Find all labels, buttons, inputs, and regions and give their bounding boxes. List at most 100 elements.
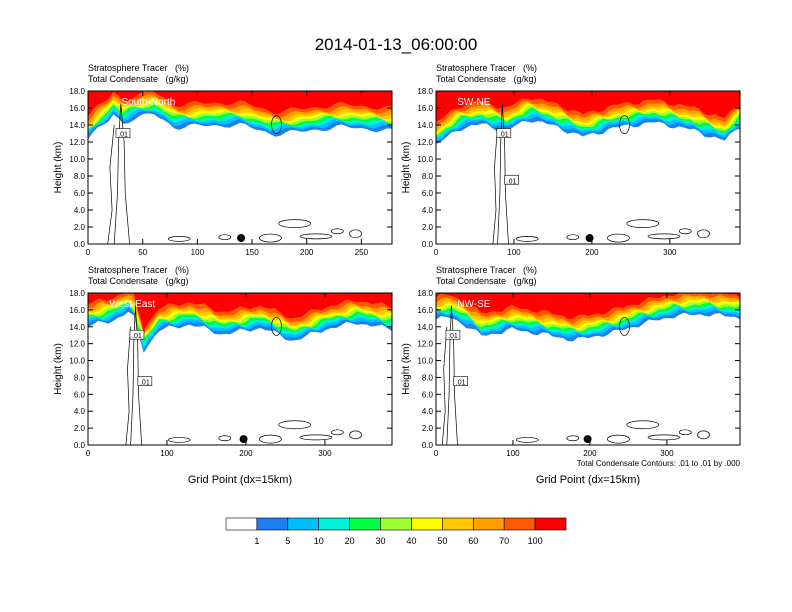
x-axis-label: Grid Point (dx=15km) — [536, 474, 640, 486]
y-tick-label: 4.0 — [74, 407, 86, 416]
condensate-contour — [678, 228, 692, 235]
condensate-contour — [446, 305, 458, 445]
location-marker — [237, 234, 246, 243]
contour-label-box — [129, 329, 145, 340]
condensate-contours — [492, 103, 710, 244]
condensate-contour — [607, 233, 630, 243]
condensate-contour — [271, 115, 282, 135]
y-tick-label: 10.0 — [417, 357, 433, 366]
condensate-contour — [566, 435, 580, 442]
condensate-contour — [125, 326, 131, 445]
condensate-contour — [697, 229, 710, 239]
condensate-contour — [626, 219, 660, 228]
x-tick-label: 200 — [239, 449, 253, 458]
y-tick-label: 2.0 — [422, 424, 434, 433]
y-tick-label: 8.0 — [422, 373, 434, 382]
plot-frame — [87, 292, 393, 446]
y-axis-label: Height (km) — [401, 142, 412, 194]
x-tick-label: 0 — [86, 449, 91, 458]
condensate-contours — [441, 305, 710, 445]
condensate-contour — [299, 434, 333, 441]
y-axis-label: Height (km) — [53, 343, 64, 395]
contour-label: .01 — [456, 380, 466, 387]
condensate-contour — [271, 317, 282, 336]
y-tick-label: 10.0 — [69, 155, 85, 164]
colorbar-label: 30 — [376, 536, 386, 546]
condensate-contour — [278, 420, 312, 430]
condensate-contour — [515, 236, 539, 242]
y-tick-label: 10.0 — [69, 357, 85, 366]
contour-label-box — [445, 329, 461, 340]
y-axis-label: Height (km) — [53, 142, 64, 194]
y-tick-label: 16.0 — [69, 104, 85, 113]
x-tick-label: 0 — [434, 449, 439, 458]
colorbar-label: 5 — [285, 536, 290, 546]
condensate-contour — [678, 429, 692, 436]
chart-panel-sw-ne: .01 .01 SW-NE 0.0 2.0 4.0 6.0 8.0 10.0 12.0 14.0 16… — [401, 63, 741, 257]
y-tick-label: 6.0 — [74, 189, 86, 198]
y-tick-label: 12.0 — [417, 138, 433, 147]
tracer-field — [88, 293, 392, 445]
chart-panel-south-north: .01 South-North 0.0 2.0 4.0 6.0 8.0 10.0 12.0 14.… — [53, 63, 393, 257]
condensate-contour — [626, 420, 660, 430]
condensate-contour — [497, 103, 509, 244]
contour-label: .01 — [140, 380, 150, 387]
colorbar-label: 50 — [437, 536, 447, 546]
x-tick-label: 100 — [506, 449, 520, 458]
panel-header-line: Total Condensate (g/kg) — [88, 74, 189, 84]
chart-panel-nw-se: .01 .01 NW-SE 0.0 2.0 4.0 6.0 8.0 10.0 12.0 14.0 16… — [401, 265, 741, 486]
y-tick-label: 14.0 — [69, 323, 85, 332]
condensate-contour — [218, 435, 232, 442]
condensate-contour — [492, 124, 498, 244]
x-tick-label: 150 — [245, 248, 259, 257]
condensate-contour — [167, 236, 191, 242]
condensate-contour — [619, 317, 630, 336]
y-tick-label: 10.0 — [417, 155, 433, 164]
colorbar-swatch — [380, 517, 412, 531]
x-tick-label: 200 — [300, 248, 314, 257]
y-tick-label: 4.0 — [74, 206, 86, 215]
y-axis-label: Height (km) — [401, 343, 412, 395]
plot-frame — [435, 292, 741, 446]
x-tick-label: 50 — [138, 248, 147, 257]
x-tick-label: 0 — [434, 248, 439, 257]
colorbar-swatch — [472, 517, 505, 531]
colorbar-label: 10 — [314, 536, 324, 546]
condensate-contour — [349, 229, 362, 239]
condensate-contours — [107, 103, 362, 244]
panel-header-line: Stratosphere Tracer (%) — [88, 63, 189, 73]
colorbar-swatch — [534, 517, 567, 531]
y-tick-label: 18.0 — [69, 87, 85, 96]
contour-label-box — [453, 376, 468, 386]
tracer-band — [88, 91, 392, 117]
panel-header-line: Stratosphere Tracer (%) — [436, 63, 537, 73]
contour-label: .01 — [132, 333, 142, 340]
contour-label-box — [496, 128, 512, 138]
tracer-band — [436, 293, 740, 319]
y-tick-label: 16.0 — [417, 306, 433, 315]
x-axis-label: Grid Point (dx=15km) — [188, 474, 292, 486]
condensate-contour — [566, 234, 580, 241]
x-tick-label: 100 — [507, 248, 521, 257]
condensate-contour — [697, 430, 710, 440]
colorbar: 1 5 10 20 30 40 50 60 70 100 — [225, 517, 567, 546]
colorbar-label: 60 — [468, 536, 478, 546]
y-tick-label: 18.0 — [417, 87, 433, 96]
contour-label: .01 — [448, 333, 458, 340]
condensate-contour — [647, 434, 681, 441]
tracer-band — [88, 293, 392, 331]
colorbar-label: 70 — [499, 536, 509, 546]
contour-label-box — [115, 128, 131, 138]
section-label: South-North — [121, 97, 175, 108]
contour-label-box — [504, 174, 519, 185]
condensate-contour — [107, 124, 115, 244]
y-tick-label: 2.0 — [74, 223, 86, 232]
panel-header-line: Total Condensate (g/kg) — [436, 276, 537, 286]
y-tick-label: 0.0 — [74, 240, 86, 249]
y-tick-label: 2.0 — [422, 223, 434, 232]
y-tick-label: 6.0 — [422, 390, 434, 399]
y-tick-label: 8.0 — [422, 172, 434, 181]
y-tick-label: 18.0 — [69, 289, 85, 298]
y-tick-label: 8.0 — [74, 172, 86, 181]
colorbar-label: 20 — [345, 536, 355, 546]
